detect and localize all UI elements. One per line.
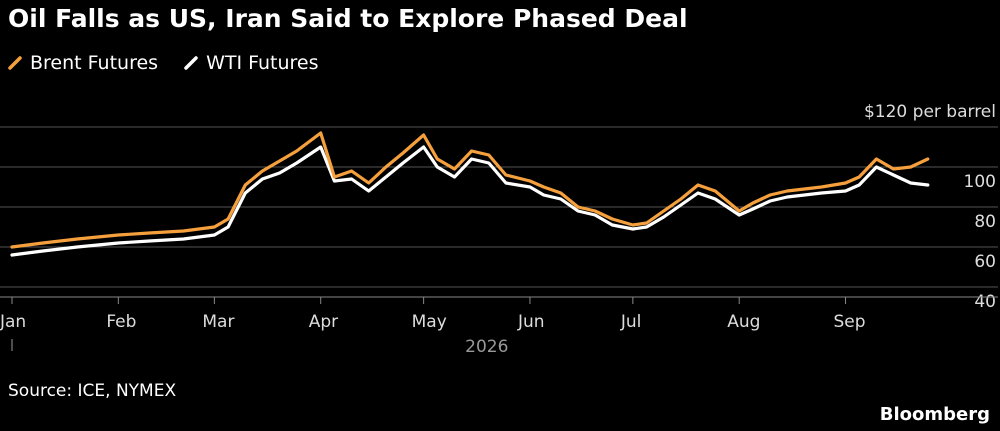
legend-item-brent: Brent Futures bbox=[8, 52, 158, 74]
brent-swatch-icon bbox=[8, 56, 22, 70]
wti-swatch-icon bbox=[184, 56, 198, 70]
x-tick-label-jun: Jun bbox=[517, 312, 545, 332]
x-tick-label-mar: Mar bbox=[202, 312, 234, 332]
source-note: Source: ICE, NYMEX bbox=[8, 381, 177, 401]
y-tick-label-40: 40 bbox=[974, 292, 996, 312]
y-tick-label-100: 100 bbox=[964, 172, 996, 192]
series-line-brent bbox=[10, 131, 930, 249]
y-unit-label: $120 per barrel bbox=[864, 102, 996, 122]
x-tick-label-aug: Aug bbox=[727, 312, 760, 332]
series-line-wti bbox=[10, 145, 930, 257]
legend-label-wti: WTI Futures bbox=[206, 52, 319, 74]
x-tick-label-apr: Apr bbox=[309, 312, 338, 332]
x-tick-label-jul: Jul bbox=[620, 312, 642, 332]
x-tick-label-may: May bbox=[412, 312, 447, 332]
legend-label-brent: Brent Futures bbox=[30, 52, 159, 74]
bloomberg-logo: Bloomberg bbox=[879, 404, 990, 425]
y-tick-label-60: 60 bbox=[974, 252, 996, 272]
x-tick-label-sep: Sep bbox=[834, 312, 866, 332]
y-tick-label-80: 80 bbox=[974, 212, 996, 232]
x-tick-label-feb: Feb bbox=[106, 312, 136, 332]
chart-title: Oil Falls as US, Iran Said to Explore Ph… bbox=[8, 4, 688, 33]
legend: Brent Futures WTI Futures bbox=[8, 50, 319, 76]
year-label: 2026 bbox=[465, 337, 508, 357]
legend-item-wti: WTI Futures bbox=[184, 52, 319, 74]
x-tick-label-jan: Jan bbox=[0, 312, 26, 332]
